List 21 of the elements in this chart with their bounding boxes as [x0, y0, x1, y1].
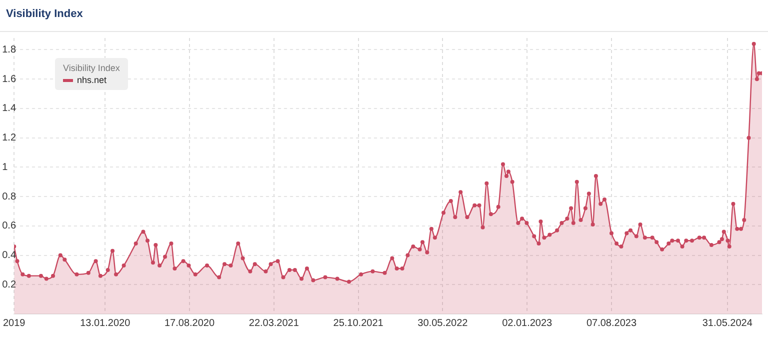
x-tick-label: 2019 — [3, 318, 26, 329]
legend-title: Visibility Index — [63, 62, 120, 74]
x-tick-label: 13.01.2020 — [80, 318, 131, 329]
chart-title: Visibility Index — [6, 8, 83, 20]
y-tick-label: 1.4 — [2, 103, 16, 114]
x-tick-label: 25.10.2021 — [333, 318, 384, 329]
y-tick-label: 1.2 — [2, 132, 16, 144]
x-tick-label: 31.05.2024 — [702, 318, 753, 329]
x-tick-label: 17.08.2020 — [164, 318, 215, 329]
y-tick-label: 1.6 — [2, 74, 16, 85]
y-tick-label: 1 — [2, 162, 8, 173]
legend-label: nhs.net — [77, 74, 107, 86]
y-tick-label: 0.2 — [2, 279, 16, 290]
y-tick-label: 0.4 — [2, 250, 16, 262]
x-tick-label: 07.08.2023 — [586, 318, 637, 329]
y-tick-label: 1.8 — [2, 44, 16, 56]
x-tick-label: 30.05.2022 — [418, 318, 468, 329]
x-tick-label: 22.03.2021 — [248, 318, 300, 329]
y-tick-label: 0.6 — [2, 220, 16, 232]
x-tick-label: 02.01.2023 — [502, 318, 553, 329]
y-tick-label: 0.8 — [2, 191, 16, 202]
